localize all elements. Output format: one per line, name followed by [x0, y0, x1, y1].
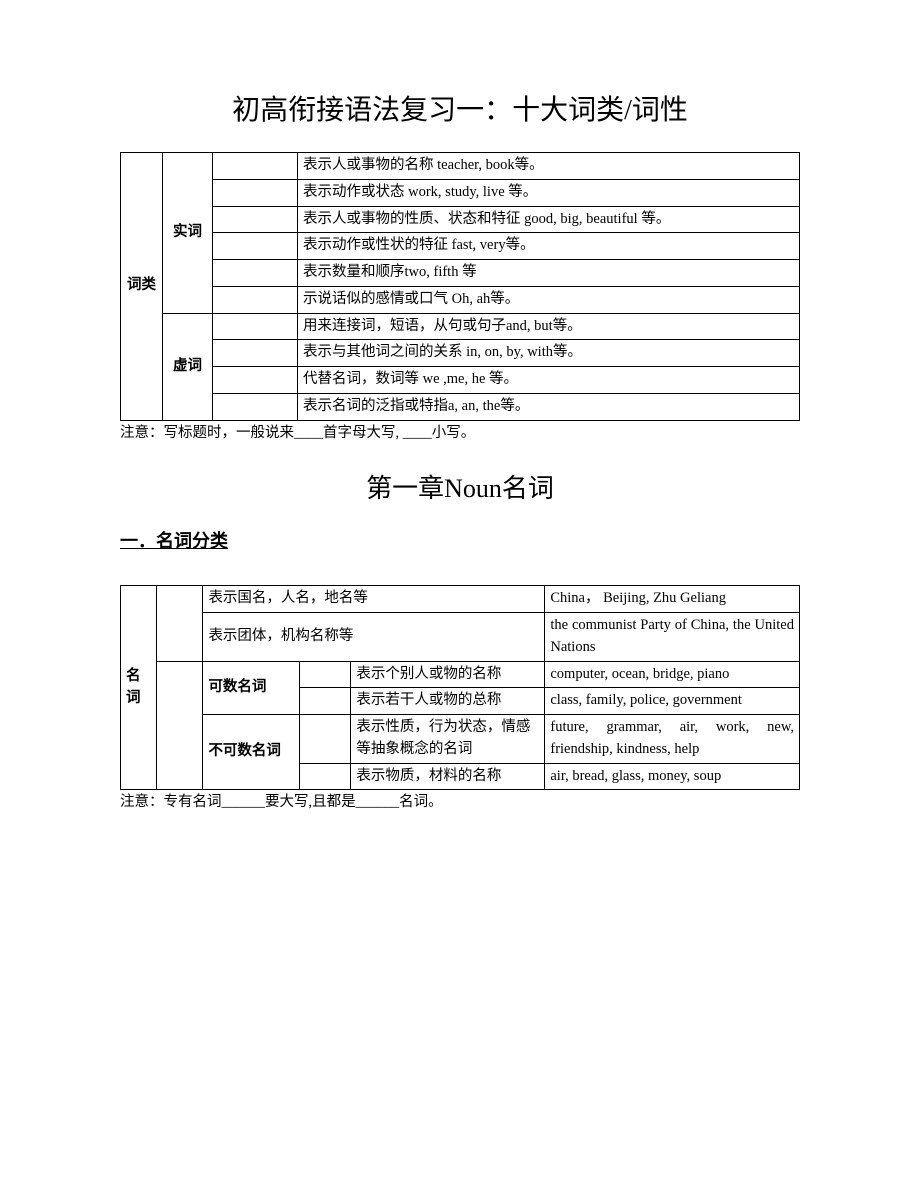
table1-group2-label: 虚词 [163, 313, 213, 420]
empty-cell [157, 586, 203, 661]
table1-row: 代替名词，数词等 we ,me, he 等。 [298, 367, 800, 394]
uncountable-desc: 表示性质，行为状态，情感等抽象概念的名词 [351, 715, 545, 764]
chapter-title: 第一章Noun名词 [120, 469, 800, 508]
countable-desc: 表示个别人或物的名称 [351, 661, 545, 688]
table2-proper-desc: 表示团体，机构名称等 [203, 613, 545, 662]
table2-proper-example: the communist Party of China, the United… [545, 613, 800, 662]
empty-cell [300, 763, 351, 790]
empty-cell [300, 688, 351, 715]
table1-row: 表示动作或状态 work, study, live 等。 [298, 179, 800, 206]
table2-proper-desc: 表示国名，人名，地名等 [203, 586, 545, 613]
countable-example: computer, ocean, bridge, piano [545, 661, 800, 688]
table2-proper-example: China， Beijing, Zhu Geliang [545, 586, 800, 613]
table1-row: 表示名词的泛指或特指a, an, the等。 [298, 393, 800, 420]
empty-cell [213, 179, 298, 206]
empty-cell [213, 153, 298, 180]
empty-cell [213, 367, 298, 394]
table1-row: 表示动作或性状的特征 fast, very等。 [298, 233, 800, 260]
main-title: 初高衔接语法复习一：十大词类/词性 [120, 90, 800, 132]
empty-cell [300, 661, 351, 688]
countable-label: 可数名词 [203, 661, 300, 715]
empty-cell [157, 661, 203, 790]
table1-row: 示说话似的感情或口气 Oh, ah等。 [298, 286, 800, 313]
uncountable-desc: 表示物质，材料的名称 [351, 763, 545, 790]
note2: 注意：专有名词______要大写,且都是______名词。 [120, 792, 800, 814]
empty-cell [300, 715, 351, 764]
empty-cell [213, 313, 298, 340]
empty-cell [213, 260, 298, 287]
table1-row: 用来连接词，短语，从句或句子and, but等。 [298, 313, 800, 340]
empty-cell [213, 233, 298, 260]
uncountable-example: air, bread, glass, money, soup [545, 763, 800, 790]
uncountable-example: future, grammar, air, work, new, friends… [545, 715, 800, 764]
table1-group1-label: 实词 [163, 153, 213, 314]
empty-cell [213, 286, 298, 313]
empty-cell [213, 206, 298, 233]
note1: 注意：写标题时，一般说来____首字母大写, ____小写。 [120, 423, 800, 445]
empty-cell [213, 340, 298, 367]
uncountable-label: 不可数名词 [203, 715, 300, 790]
table1-row: 表示人或事物的名称 teacher, book等。 [298, 153, 800, 180]
noun-class-table: 名词 表示国名，人名，地名等 China， Beijing, Zhu Gelia… [120, 585, 800, 790]
empty-cell [213, 393, 298, 420]
section-heading: 一．名词分类 [120, 528, 800, 555]
table1-row: 表示数量和顺序two, fifth 等 [298, 260, 800, 287]
table2-left-label: 名词 [121, 586, 157, 790]
table1-row: 表示与其他词之间的关系 in, on, by, with等。 [298, 340, 800, 367]
table1-row: 表示人或事物的性质、状态和特征 good, big, beautiful 等。 [298, 206, 800, 233]
word-class-table: 词类 实词 表示人或事物的名称 teacher, book等。 表示动作或状态 … [120, 152, 800, 421]
table1-left-label: 词类 [121, 153, 163, 421]
countable-desc: 表示若干人或物的总称 [351, 688, 545, 715]
countable-example: class, family, police, government [545, 688, 800, 715]
